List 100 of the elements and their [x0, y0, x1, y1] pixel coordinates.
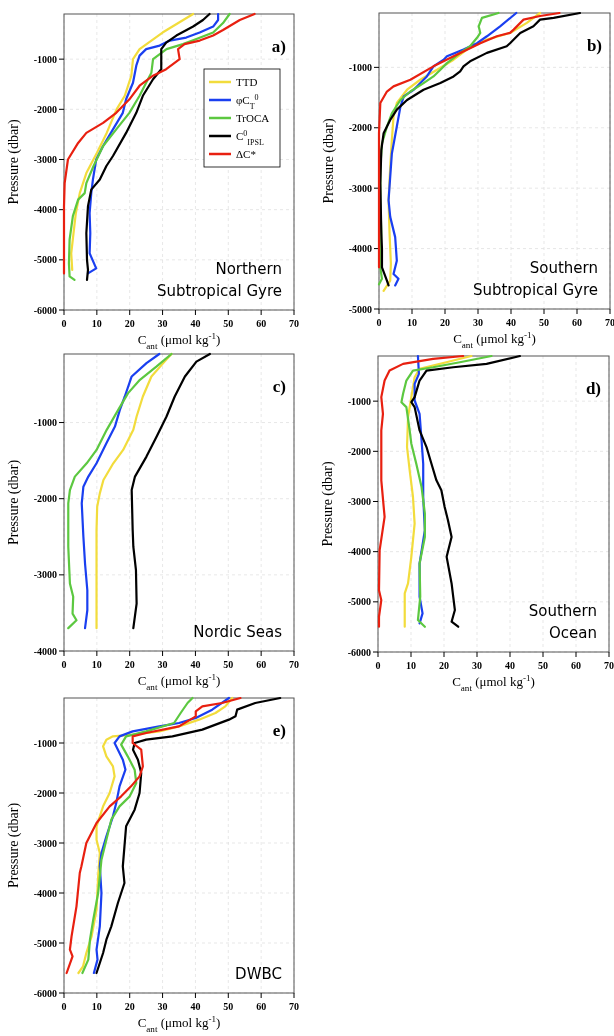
- y-tick-label: -2000: [347, 445, 371, 457]
- x-tick-label: 40: [506, 317, 516, 328]
- y-tick-label: -4000: [348, 243, 372, 255]
- y-tick-label: -4000: [33, 204, 57, 216]
- x-tick-label: 20: [439, 660, 449, 671]
- x-tick-label: 30: [157, 318, 168, 329]
- line-series: [377, 354, 465, 628]
- x-tick-label: 40: [505, 660, 515, 671]
- annotation: d): [585, 379, 601, 398]
- y-tick-label: -1000: [348, 61, 372, 73]
- line-series: [81, 696, 194, 975]
- x-tick-label: 40: [190, 1001, 201, 1012]
- x-tick-label: 10: [406, 660, 416, 671]
- x-tick-label: 0: [61, 659, 67, 670]
- y-tick-label: -2000: [33, 103, 57, 115]
- x-tick-label: 40: [190, 659, 201, 670]
- x-tick-label: 20: [124, 1001, 135, 1012]
- x-tick-label: 60: [572, 317, 582, 328]
- x-tick-label: 20: [440, 317, 450, 328]
- y-tick-label: -3000: [33, 837, 57, 849]
- y-tick-label: -5000: [348, 303, 372, 315]
- x-tick-label: 60: [256, 1001, 267, 1012]
- y-axis-title: Pressure (dbar): [6, 119, 22, 205]
- x-axis-title: C$_{ant}$ (μmol kg$^{-1}$): [452, 673, 535, 693]
- y-tick-label: -4000: [33, 645, 57, 657]
- x-tick-label: 30: [157, 1001, 168, 1012]
- y-tick-label: -3000: [33, 569, 57, 581]
- x-tick-label: 50: [223, 1001, 234, 1012]
- annotation: Southern Subtropical Gyre: [472, 259, 598, 299]
- x-tick-label: 30: [473, 317, 483, 328]
- annotation: c): [272, 377, 286, 396]
- x-tick-label: 70: [289, 1001, 299, 1012]
- x-tick-label: 40: [190, 318, 201, 329]
- x-axis-title: C$_{ant}$ (μmol kg$^{-1}$): [137, 672, 221, 692]
- x-tick-label: 30: [472, 660, 482, 671]
- x-tick-label: 20: [124, 659, 135, 670]
- y-tick-label: -3000: [348, 182, 372, 194]
- x-tick-label: 30: [157, 659, 168, 670]
- x-tick-label: 70: [604, 660, 614, 671]
- y-tick-label: -2000: [348, 122, 372, 134]
- x-tick-label: 70: [605, 317, 614, 328]
- x-tick-label: 50: [539, 317, 549, 328]
- x-tick-label: 50: [223, 318, 234, 329]
- y-tick-label: -1000: [33, 737, 57, 749]
- y-tick-label: -5000: [347, 596, 371, 608]
- y-tick-label: -2000: [33, 787, 57, 799]
- y-tick-label: -4000: [347, 546, 371, 558]
- annotation: e): [272, 721, 286, 740]
- x-tick-label: 0: [61, 1001, 67, 1012]
- y-tick-label: -6000: [33, 304, 57, 316]
- annotation: Southern Ocean: [528, 602, 597, 642]
- legend-label: TTD: [236, 76, 258, 88]
- x-tick-label: 0: [61, 318, 67, 329]
- y-axis-title: Pressure (dbar): [6, 802, 22, 889]
- y-tick-label: -4000: [33, 887, 57, 899]
- x-axis-title: C$_{ant}$ (μmol kg$^{-1}$): [137, 1014, 221, 1034]
- line-series: [95, 352, 173, 630]
- annotation: Northern Subtropical Gyre: [156, 260, 282, 300]
- x-tick-label: 70: [289, 659, 299, 670]
- x-tick-label: 60: [256, 659, 267, 670]
- y-tick-label: -1000: [33, 53, 57, 65]
- x-tick-label: 10: [91, 1001, 102, 1012]
- x-tick-label: 10: [91, 318, 102, 329]
- annotation: Nordic Seas: [193, 623, 283, 641]
- x-tick-label: 0: [375, 660, 381, 671]
- line-series: [80, 352, 161, 630]
- y-tick-label: -3000: [33, 153, 57, 165]
- y-tick-label: -3000: [347, 495, 371, 507]
- annotation: a): [271, 37, 286, 56]
- x-tick-label: 10: [91, 659, 102, 670]
- annotation: b): [586, 36, 602, 55]
- x-tick-label: 10: [407, 317, 417, 328]
- line-series: [67, 352, 173, 630]
- y-tick-label: -6000: [33, 987, 57, 999]
- x-axis-title: C$_{ant}$ (μmol kg$^{-1}$): [453, 330, 536, 350]
- y-axis-title: Pressure (dbar): [6, 459, 22, 546]
- x-tick-label: 60: [256, 318, 267, 329]
- line-series: [403, 354, 473, 628]
- y-tick-label: -1000: [347, 395, 371, 407]
- line-series: [413, 354, 426, 625]
- line-series: [400, 354, 493, 628]
- y-tick-label: -1000: [33, 417, 57, 429]
- line-series: [410, 354, 521, 628]
- legend-label: ΔC*: [236, 148, 256, 160]
- x-tick-label: 70: [289, 318, 299, 329]
- annotation: DWBC: [235, 965, 282, 983]
- x-tick-label: 50: [538, 660, 548, 671]
- y-axis-title: Pressure (dbar): [321, 118, 337, 204]
- x-axis-title: C$_{ant}$ (μmol kg$^{-1}$): [137, 331, 221, 351]
- x-tick-label: 0: [376, 317, 382, 328]
- x-tick-label: 60: [571, 660, 581, 671]
- y-tick-label: -2000: [33, 493, 57, 505]
- y-axis-title: Pressure (dbar): [320, 461, 336, 547]
- x-tick-label: 50: [223, 659, 234, 670]
- legend-label: TrOCA: [236, 112, 270, 124]
- y-tick-label: -5000: [33, 937, 57, 949]
- y-tick-label: -5000: [33, 254, 57, 266]
- x-tick-label: 20: [124, 318, 135, 329]
- y-tick-label: -6000: [347, 646, 371, 658]
- line-series: [70, 12, 195, 271]
